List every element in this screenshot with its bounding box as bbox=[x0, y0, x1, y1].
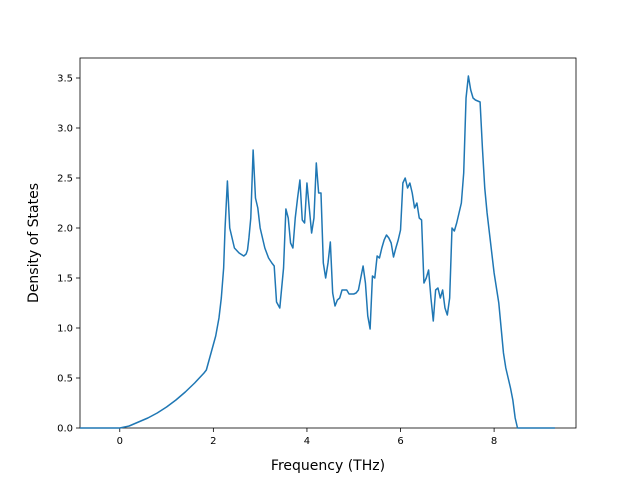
x-tick-label: 4 bbox=[304, 436, 310, 447]
x-tick-label: 2 bbox=[210, 436, 216, 447]
y-tick-label: 1.0 bbox=[57, 324, 73, 335]
y-tick-label: 3.0 bbox=[57, 124, 73, 135]
y-tick-label: 2.5 bbox=[57, 174, 73, 185]
dos-series-line bbox=[80, 75, 555, 429]
y-tick-label: 2.0 bbox=[57, 224, 73, 235]
y-tick-label: 0.5 bbox=[57, 374, 73, 385]
x-tick-label: 6 bbox=[397, 436, 403, 447]
y-tick-label: 3.5 bbox=[57, 74, 73, 85]
x-tick-label: 0 bbox=[117, 436, 123, 447]
x-axis-ticks: 0 2 4 6 8 bbox=[117, 428, 497, 447]
plot-area bbox=[79, 57, 577, 429]
y-tick-label: 1.5 bbox=[57, 274, 73, 285]
y-tick-label: 0.0 bbox=[57, 424, 73, 435]
y-axis-ticks: 0.0 0.5 1.0 1.5 2.0 2.5 3.0 3.5 bbox=[57, 74, 80, 435]
y-axis-label: Density of States bbox=[26, 183, 42, 303]
x-axis-label: Frequency (THz) bbox=[271, 458, 385, 474]
x-tick-label: 8 bbox=[491, 436, 497, 447]
